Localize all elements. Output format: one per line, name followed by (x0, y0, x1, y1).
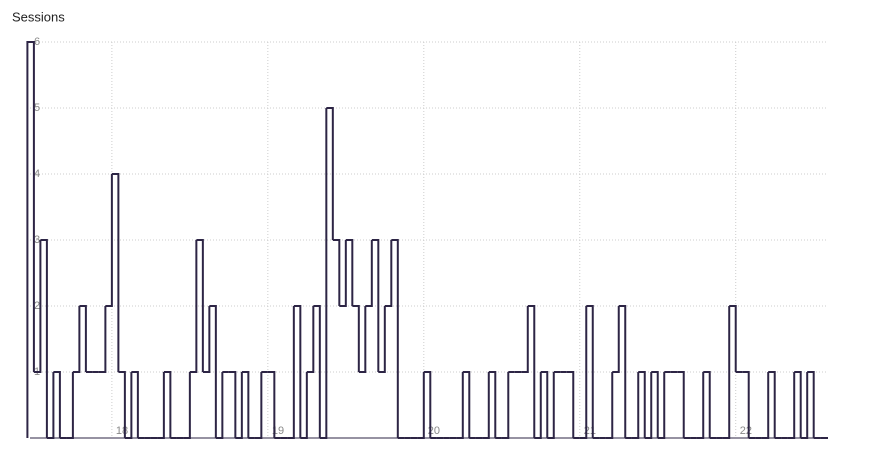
step-segment (300, 372, 308, 439)
step-segment (488, 371, 497, 438)
y-tick-label: 2 (34, 300, 40, 312)
step-segment (742, 371, 750, 438)
step-segment (768, 371, 776, 438)
step-segment (124, 372, 133, 439)
step-segment (267, 371, 276, 438)
step-segment (787, 372, 796, 439)
step-segment (618, 305, 627, 438)
step-segment (482, 372, 490, 439)
step-segment (638, 371, 646, 438)
step-segment (729, 305, 737, 372)
step-segment (228, 371, 237, 438)
step-segment (761, 372, 770, 439)
step-segment (319, 108, 328, 439)
step-segment (534, 372, 542, 439)
step-segment (547, 372, 555, 439)
step-segment (189, 240, 198, 373)
step-segment (202, 306, 211, 373)
step-segment (644, 372, 653, 439)
step-segment (105, 174, 113, 307)
y-tick-label: 6 (34, 36, 40, 48)
step-segment (722, 306, 731, 439)
step-segment (293, 305, 302, 438)
step-segment (527, 305, 536, 438)
step-segment (157, 372, 165, 439)
step-segment (332, 239, 341, 306)
y-tick-label: 4 (34, 168, 40, 180)
step-segment (794, 371, 802, 438)
step-segment (345, 239, 354, 306)
step-segment (423, 371, 432, 438)
step-segment (306, 306, 315, 373)
step-segment (696, 372, 705, 439)
step-segment (703, 371, 711, 438)
step-segment (26, 41, 35, 438)
step-segment (33, 240, 42, 373)
step-segment (287, 306, 295, 439)
step-segment (111, 173, 120, 372)
step-segment (605, 372, 614, 439)
step-segment (118, 371, 126, 438)
step-segment (371, 239, 380, 372)
step-segment (79, 305, 87, 372)
step-segment (501, 372, 510, 439)
x-tick-label: 18 (116, 425, 128, 437)
step-segment (365, 240, 373, 307)
step-segment (631, 372, 640, 439)
step-segment (183, 372, 191, 439)
step-segment (657, 372, 666, 439)
step-segment (586, 305, 594, 438)
step-segment (807, 371, 815, 438)
step-segment (579, 306, 588, 439)
step-segment (254, 372, 263, 439)
step-segment (352, 305, 360, 372)
step-segment (612, 306, 620, 373)
step-segment (46, 372, 55, 439)
step-segment (677, 371, 685, 438)
step-segment (384, 240, 393, 307)
step-segment (72, 306, 81, 373)
step-segment (163, 371, 172, 438)
step-segment (66, 372, 74, 439)
y-tick-label: 5 (34, 102, 40, 114)
y-tick-label: 3 (34, 234, 40, 246)
step-segment (391, 239, 399, 438)
x-tick-label: 22 (740, 425, 752, 437)
step-segment (540, 371, 549, 438)
step-segment (53, 371, 61, 438)
chart-title: Sessions (12, 9, 65, 24)
step-segment (196, 239, 204, 372)
step-segment (456, 372, 464, 439)
step-segment (358, 306, 367, 373)
step-segment (417, 372, 425, 439)
step-segment (462, 371, 471, 438)
step-segment (241, 371, 250, 438)
step-segment (98, 306, 107, 373)
step-segment (235, 372, 243, 439)
step-segment (326, 107, 334, 240)
step-segment (40, 239, 48, 438)
step-segment (566, 371, 575, 438)
step-segment (651, 371, 659, 438)
step-segment (800, 372, 809, 439)
step-segment (131, 371, 139, 438)
step-segment (339, 240, 347, 307)
step-segment (313, 305, 321, 438)
step-segment (209, 305, 217, 438)
step-segment (378, 306, 386, 373)
step-segment (521, 306, 529, 373)
step-segment (215, 372, 224, 439)
